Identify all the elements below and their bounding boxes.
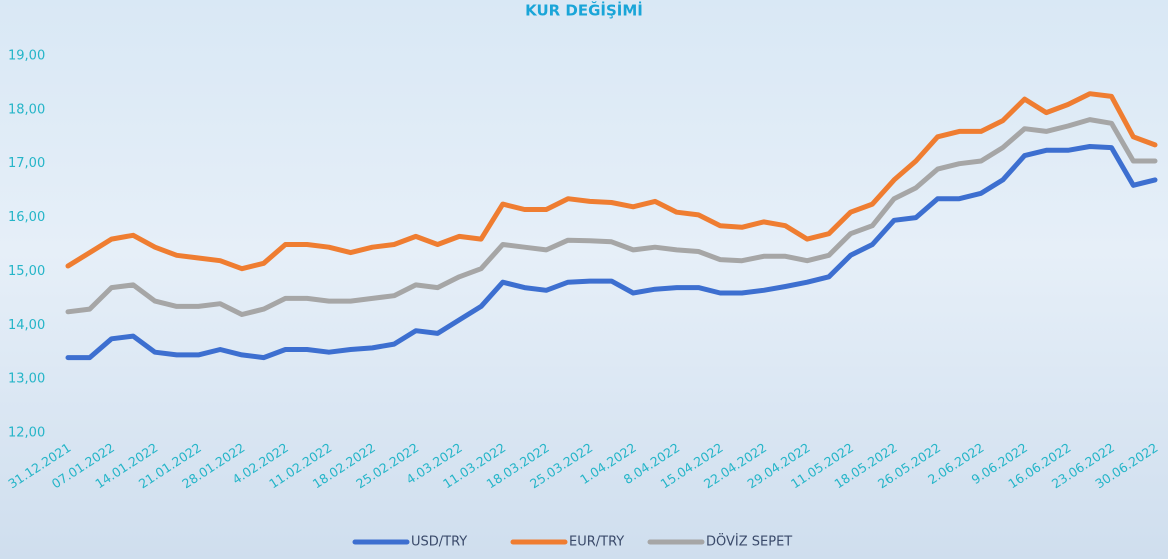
y-tick-label: 15,00 bbox=[8, 264, 45, 279]
y-tick-label: 12,00 bbox=[8, 426, 45, 441]
y-tick-label: 18,00 bbox=[8, 102, 45, 117]
legend-label: EUR/TRY bbox=[569, 535, 624, 550]
y-tick-label: 16,00 bbox=[8, 210, 45, 225]
series-line bbox=[65, 117, 1158, 317]
y-tick-label: 14,00 bbox=[8, 318, 45, 333]
y-tick-label: 19,00 bbox=[8, 49, 45, 64]
series-line bbox=[65, 144, 1158, 361]
y-tick-label: 13,00 bbox=[8, 372, 45, 387]
legend-label: USD/TRY bbox=[411, 535, 467, 550]
legend-label: DÖVİZ SEPET bbox=[706, 533, 792, 550]
y-tick-label: 17,00 bbox=[8, 156, 45, 171]
series-line bbox=[65, 91, 1158, 272]
chart-title: KUR DEĞİŞİMİ bbox=[525, 1, 643, 20]
